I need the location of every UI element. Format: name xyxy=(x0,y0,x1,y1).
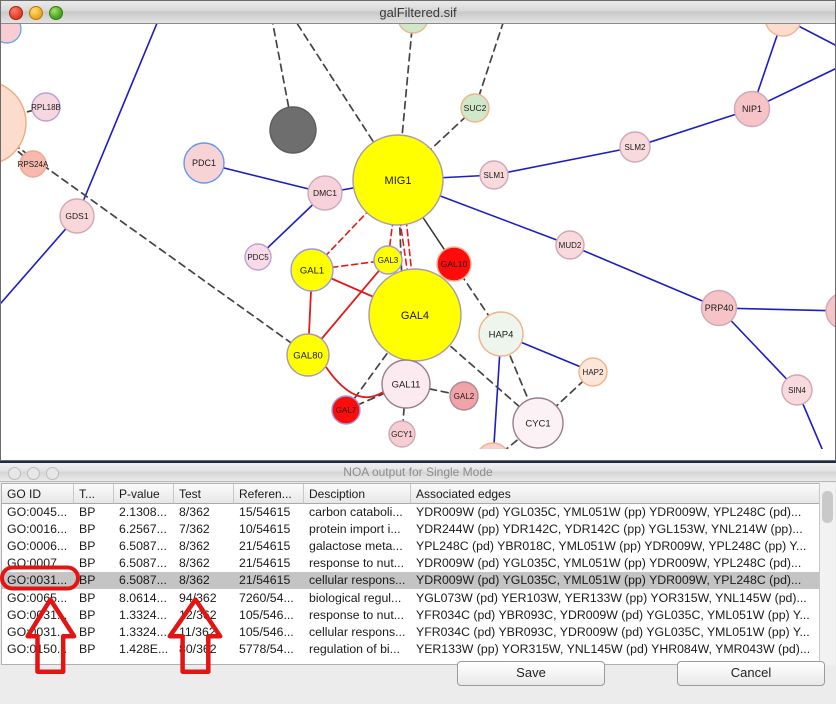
svg-text:MIG1: MIG1 xyxy=(385,175,412,187)
svg-text:GAL10: GAL10 xyxy=(441,259,468,269)
svg-text:PDC5: PDC5 xyxy=(247,253,269,262)
svg-text:DMC1: DMC1 xyxy=(313,188,337,198)
svg-text:RPS24A: RPS24A xyxy=(18,160,49,169)
svg-text:GCY1: GCY1 xyxy=(391,430,413,439)
svg-text:SIN4: SIN4 xyxy=(788,386,806,395)
svg-text:NIP1: NIP1 xyxy=(742,104,762,114)
svg-text:GAL11: GAL11 xyxy=(392,379,421,390)
svg-text:GAL4: GAL4 xyxy=(401,310,429,322)
svg-text:SLM2: SLM2 xyxy=(625,143,646,152)
svg-text:PRP40: PRP40 xyxy=(705,303,734,313)
svg-text:RPL18B: RPL18B xyxy=(31,103,61,112)
svg-text:GAL3: GAL3 xyxy=(378,256,399,265)
svg-text:PDC1: PDC1 xyxy=(192,158,216,168)
svg-text:GAL80: GAL80 xyxy=(293,350,323,361)
svg-text:GDS1: GDS1 xyxy=(65,211,88,221)
svg-text:SUC2: SUC2 xyxy=(464,103,487,113)
svg-text:SLM1: SLM1 xyxy=(484,171,505,180)
svg-text:GAL2: GAL2 xyxy=(454,392,475,401)
svg-text:GAL7: GAL7 xyxy=(336,406,357,415)
svg-text:CYC1: CYC1 xyxy=(525,418,550,429)
svg-text:HAP2: HAP2 xyxy=(583,368,604,377)
svg-text:HAP4: HAP4 xyxy=(489,329,514,340)
svg-text:GAL1: GAL1 xyxy=(300,265,324,276)
svg-text:MUD2: MUD2 xyxy=(559,241,582,250)
